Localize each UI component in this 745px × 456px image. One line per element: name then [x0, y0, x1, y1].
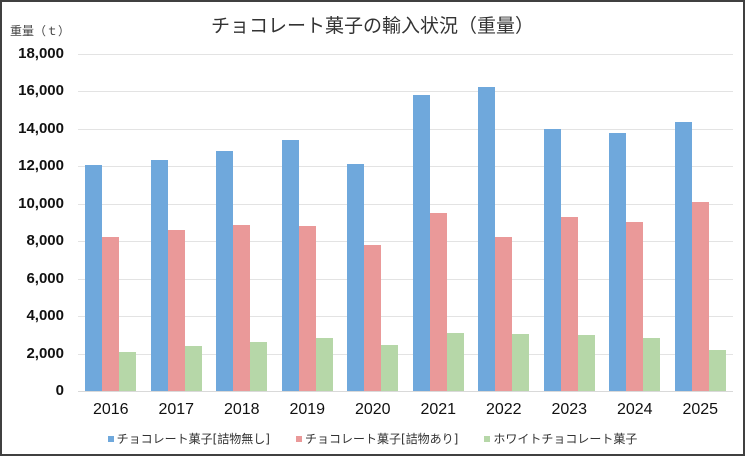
- bar-2018-series-2: [250, 341, 268, 391]
- y-tick-label: 12,000: [18, 157, 64, 174]
- gridline: [78, 129, 733, 130]
- x-tick-label: 2021: [420, 401, 457, 418]
- bar-2021-series-0: [412, 95, 430, 391]
- legend-item: チョコレート菓子[詰物あり]: [295, 430, 459, 447]
- x-tick-label: 2022: [485, 401, 522, 418]
- gridline: [78, 316, 733, 317]
- bar-2022-series-1: [495, 237, 513, 391]
- bar-2020-series-2: [381, 345, 399, 391]
- legend-swatch-icon: [107, 435, 114, 442]
- gridline: [78, 279, 733, 280]
- bar-2021-series-2: [446, 332, 464, 391]
- gridline: [78, 241, 733, 242]
- legend-item: チョコレート菓子[詰物無し]: [107, 430, 270, 447]
- bar-2025-series-2: [708, 349, 726, 391]
- legend-label: チョコレート菓子[詰物あり]: [304, 432, 459, 446]
- bar-2016-series-1: [102, 236, 120, 391]
- y-tick-label: 4,000: [26, 307, 64, 324]
- legend-item: ホワイトチョコレート菓子: [484, 430, 637, 447]
- legend-swatch-icon: [295, 435, 302, 442]
- x-tick-label: 2017: [158, 401, 195, 418]
- y-axis-label: 重量（ｔ）: [10, 24, 71, 38]
- gridline: [78, 204, 733, 205]
- bar-2024-series-2: [643, 337, 661, 391]
- bar-2023-series-2: [577, 334, 595, 391]
- bar-2020-series-1: [364, 245, 382, 391]
- y-tick-label: 14,000: [18, 120, 64, 137]
- bar-2023-series-0: [543, 128, 561, 391]
- bar-2020-series-0: [347, 164, 365, 391]
- bar-2017-series-1: [167, 230, 185, 391]
- bar-2021-series-1: [429, 212, 447, 391]
- bar-2018-series-1: [233, 225, 251, 391]
- bar-2024-series-0: [609, 132, 627, 391]
- bar-2018-series-0: [216, 150, 234, 391]
- y-tick-label: 6,000: [26, 270, 64, 287]
- bar-2023-series-1: [560, 216, 578, 391]
- legend-label: ホワイトチョコレート菓子: [493, 432, 638, 446]
- bar-2016-series-0: [85, 164, 103, 391]
- y-tick-label: 18,000: [18, 45, 64, 62]
- x-tick-label: 2025: [682, 401, 719, 418]
- bar-2019-series-0: [281, 139, 299, 391]
- bar-2025-series-0: [674, 121, 692, 391]
- chart-title: チョコレート菓子の輸入状況（重量）: [210, 15, 534, 37]
- gridline: [78, 166, 733, 167]
- bar-2024-series-1: [626, 221, 644, 391]
- bar-2019-series-1: [298, 226, 316, 391]
- y-tick-label: 0: [55, 382, 64, 399]
- legend-swatch-icon: [484, 435, 491, 442]
- y-tick-label: 10,000: [18, 195, 64, 212]
- bar-2025-series-1: [691, 201, 709, 391]
- bar-2017-series-0: [150, 159, 168, 391]
- bar-2017-series-2: [184, 346, 202, 391]
- x-tick-label: 2023: [551, 401, 588, 418]
- y-tick-label: 2,000: [26, 345, 64, 362]
- bar-2019-series-2: [315, 338, 333, 391]
- x-tick-label: 2018: [223, 401, 260, 418]
- legend-label: チョコレート菓子[詰物無し]: [116, 432, 270, 446]
- y-tick-label: 16,000: [18, 82, 64, 99]
- x-tick-label: 2019: [289, 401, 326, 418]
- x-tick-label: 2016: [92, 401, 129, 418]
- bar-2022-series-2: [512, 334, 530, 391]
- gridline: [78, 391, 733, 392]
- x-tick-label: 2020: [354, 401, 391, 418]
- bar-2016-series-2: [119, 351, 137, 391]
- y-tick-label: 8,000: [26, 232, 64, 249]
- bar-2022-series-0: [478, 87, 496, 391]
- gridline: [78, 354, 733, 355]
- x-tick-label: 2024: [616, 401, 653, 418]
- gridline: [78, 91, 733, 92]
- gridline: [78, 54, 733, 55]
- legend: チョコレート菓子[詰物無し] チョコレート菓子[詰物あり] ホワイトチョコレート菓子: [2, 430, 743, 447]
